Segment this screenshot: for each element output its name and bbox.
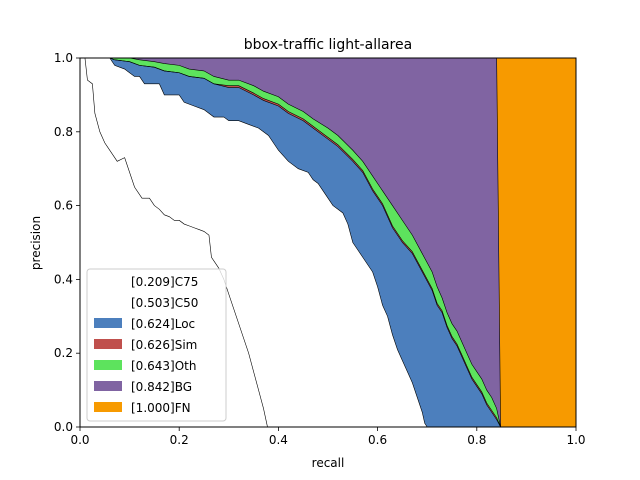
y-tick-label: 0.8 [54, 125, 73, 139]
y-tick-label: 0.2 [54, 346, 73, 360]
plot-frame [79, 57, 577, 428]
legend-label-sim: [0.626]Sim [131, 338, 197, 352]
y-axis-ticks: 0.0 0.2 0.4 0.6 0.8 1.0 [54, 51, 80, 434]
line-sim [80, 57, 501, 428]
y-tick-label: 0.4 [54, 272, 73, 286]
legend-label-oth: [0.643]Oth [131, 359, 196, 373]
legend-swatch-c [94, 276, 122, 286]
legend: [0.209]C75 [0.503]C50 [0.624]Loc [0.626]Sim… [86, 268, 227, 422]
y-tick-label: 0.6 [54, 199, 73, 213]
x-tick-label: 0.8 [467, 433, 486, 447]
legend-label-bg: [0.842]BG [131, 380, 192, 394]
legend-swatch-oth [94, 360, 122, 370]
y-tick-label: 0.0 [54, 420, 73, 434]
legend-swatch-fn [94, 402, 122, 412]
y-tick-label: 1.0 [54, 51, 73, 65]
x-tick-label: 0.0 [70, 433, 89, 447]
x-tick-label: 0.6 [368, 433, 387, 447]
legend-swatch-loc [94, 318, 122, 328]
legend-label-c: [0.503]C50 [131, 296, 198, 310]
legend-swatch-sim [94, 339, 122, 349]
x-tick-label: 0.4 [269, 433, 288, 447]
legend-label-loc: [0.624]Loc [131, 317, 195, 331]
chart-title: bbox-traffic light-allarea [244, 37, 412, 53]
legend-label-c: [0.209]C75 [131, 275, 198, 289]
x-axis-ticks: 0.0 0.2 0.4 0.6 0.8 1.0 [70, 427, 586, 447]
x-axis-label: recall [312, 456, 345, 470]
legend-label-fn: [1.000]FN [131, 401, 191, 415]
x-tick-label: 0.2 [170, 433, 189, 447]
line-oth [80, 57, 501, 428]
y-axis-label: precision [29, 216, 43, 270]
legend-swatch-c [94, 297, 122, 307]
line-c [80, 57, 268, 428]
legend-swatch-bg [94, 381, 122, 391]
x-tick-label: 1.0 [566, 433, 585, 447]
line-c [80, 57, 428, 428]
